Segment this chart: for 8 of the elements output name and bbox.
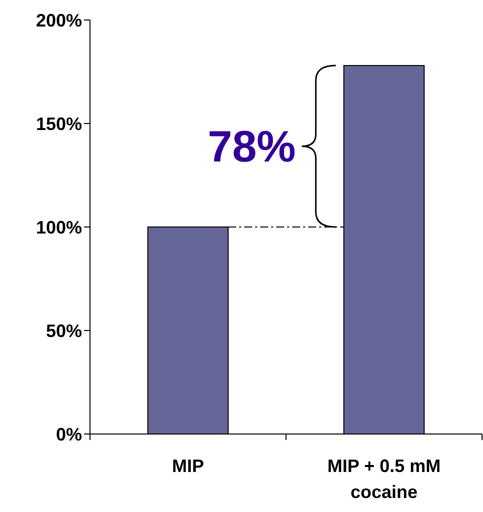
annotation: 78% (208, 122, 296, 172)
x-tick-label: MIP + 0.5 mM cocaine (327, 456, 441, 502)
x-tick-label: MIP (172, 456, 204, 476)
y-tick-label: 50% (46, 320, 82, 341)
y-tick-label: 150% (36, 114, 82, 134)
y-tick-label: 200% (36, 10, 82, 30)
y-tick-label: 100% (36, 217, 82, 238)
y-tick-label: 0% (56, 424, 82, 444)
